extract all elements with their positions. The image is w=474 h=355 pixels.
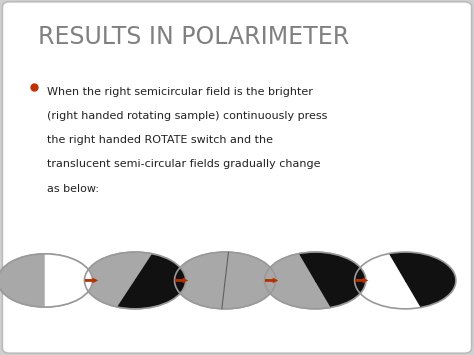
Text: as below:: as below: bbox=[47, 184, 100, 193]
Ellipse shape bbox=[174, 252, 276, 309]
Polygon shape bbox=[390, 252, 456, 307]
Ellipse shape bbox=[84, 252, 186, 309]
Polygon shape bbox=[118, 254, 186, 309]
Ellipse shape bbox=[264, 252, 366, 309]
Polygon shape bbox=[221, 252, 276, 309]
Text: translucent semi-circular fields gradually change: translucent semi-circular fields gradual… bbox=[47, 159, 321, 169]
Ellipse shape bbox=[0, 254, 92, 307]
Polygon shape bbox=[300, 252, 366, 307]
Text: the right handed ROTATE switch and the: the right handed ROTATE switch and the bbox=[47, 135, 273, 145]
Ellipse shape bbox=[355, 252, 456, 309]
Text: When the right semicircular field is the brighter: When the right semicircular field is the… bbox=[47, 87, 313, 97]
Text: (right handed rotating sample) continuously press: (right handed rotating sample) continuou… bbox=[47, 111, 328, 121]
Text: RESULTS IN POLARIMETER: RESULTS IN POLARIMETER bbox=[38, 25, 349, 49]
Polygon shape bbox=[45, 254, 92, 307]
